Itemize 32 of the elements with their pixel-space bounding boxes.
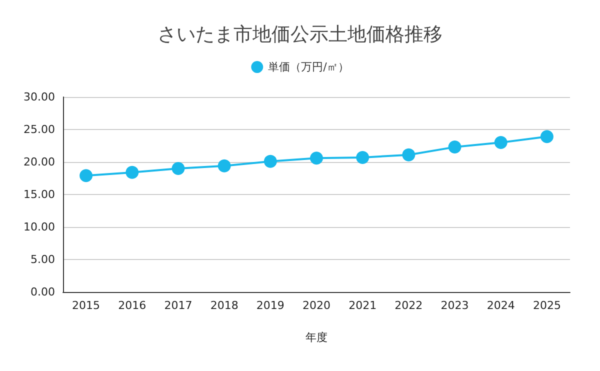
x-tick-label: 2015 — [72, 299, 100, 312]
point — [540, 130, 554, 144]
point — [402, 148, 416, 162]
point — [264, 154, 277, 168]
x-tick-label: 2020 — [302, 299, 330, 312]
y-tick-label: 0.00 — [30, 286, 55, 298]
x-tick-label: 2024 — [486, 299, 515, 312]
point — [172, 162, 185, 175]
point — [448, 140, 462, 154]
x-tick-label: 2025 — [532, 299, 561, 312]
y-tick-label: 15.00 — [24, 188, 55, 201]
y-tick-label: 30.00 — [24, 90, 55, 104]
y-tick-label: 10.00 — [24, 220, 55, 234]
x-tick-label: 2023 — [440, 299, 469, 312]
legend-label: 単価（万円/㎡） — [268, 60, 349, 74]
x-tick-label: 2022 — [394, 299, 423, 312]
y-tick-label: 5.00 — [30, 253, 55, 266]
point — [80, 169, 93, 182]
x-tick-label: 2016 — [118, 299, 146, 312]
point — [310, 152, 323, 165]
x-tick-label: 2021 — [348, 299, 377, 312]
chart-title: さいたま市地価公示土地価格推移 — [158, 24, 442, 46]
x-axis-title: 年度 — [306, 331, 328, 344]
y-tick-label: 25.00 — [24, 123, 55, 136]
x-tick-label: 2018 — [210, 299, 238, 312]
x-tick-label: 2019 — [256, 299, 284, 312]
point — [218, 159, 231, 172]
x-tick-label: 2017 — [164, 299, 192, 312]
y-tick-label: 20.00 — [24, 156, 55, 168]
point — [494, 136, 508, 149]
point — [356, 150, 370, 164]
point — [126, 166, 139, 179]
